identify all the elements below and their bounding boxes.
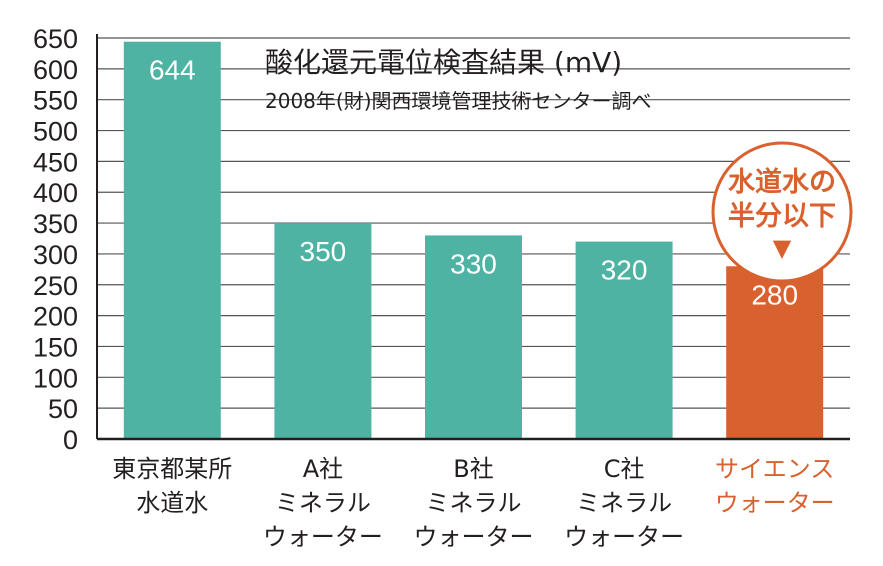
category-label: ウォーター	[263, 523, 383, 551]
callout-line-2: 半分以下	[728, 201, 836, 232]
y-tick-label: 400	[33, 178, 78, 208]
y-tick-label: 100	[33, 363, 78, 393]
bar	[575, 241, 673, 439]
bar-value-label: 330	[450, 248, 497, 279]
y-tick-label: 500	[33, 117, 78, 147]
y-tick-label: 250	[33, 271, 78, 301]
callout-badge: 水道水の 半分以下 ▼	[711, 141, 853, 283]
chart-title: 酸化還元電位検査結果 (mV)	[265, 46, 622, 79]
callout-arrow-icon: ▼	[773, 234, 792, 262]
y-tick-label: 0	[63, 425, 78, 455]
category-label: A社	[303, 455, 343, 483]
y-tick-label: 550	[33, 86, 78, 116]
bar	[274, 223, 372, 439]
value-labels: 644 350 330 320 280	[149, 55, 798, 311]
axes	[96, 34, 850, 441]
bar	[425, 235, 522, 439]
category-label: ウォーター	[564, 523, 684, 551]
category-label: 東京都某所	[112, 455, 232, 483]
category-label: サイエンス	[715, 455, 834, 483]
y-tick-label: 450	[33, 147, 78, 177]
category-labels: 東京都某所水道水A社ミネラルウォーターB社ミネラルウォーターC社ミネラルウォータ…	[112, 455, 834, 551]
category-label: ミネラル	[576, 489, 672, 517]
category-label: ミネラル	[426, 489, 522, 517]
y-tick-label: 650	[33, 24, 78, 54]
bar-value-label: 350	[300, 236, 347, 267]
y-tick-label: 300	[33, 240, 78, 270]
bar-value-label: 320	[601, 255, 648, 286]
category-label: ウォーター	[715, 489, 835, 517]
category-label: C社	[604, 455, 645, 483]
chart-subtitle: 2008年(財)関西環境管理技術センター調べ	[265, 89, 652, 113]
bar-value-label: 644	[149, 55, 196, 86]
category-label: ミネラル	[275, 489, 371, 517]
y-tick-label: 150	[33, 332, 78, 362]
bar-value-label: 280	[751, 279, 798, 310]
bar	[123, 41, 221, 439]
category-label: B社	[453, 455, 493, 483]
bars	[123, 41, 824, 439]
callout-line-1: 水道水の	[728, 166, 836, 198]
bar	[726, 266, 824, 439]
category-label: ウォーター	[414, 523, 534, 551]
y-tick-label: 50	[48, 394, 78, 424]
category-label: 水道水	[136, 489, 208, 517]
callout-circle	[711, 141, 853, 283]
y-tick-label: 600	[33, 55, 78, 85]
y-tick-label: 350	[33, 209, 78, 239]
y-tick-label: 200	[33, 302, 78, 332]
